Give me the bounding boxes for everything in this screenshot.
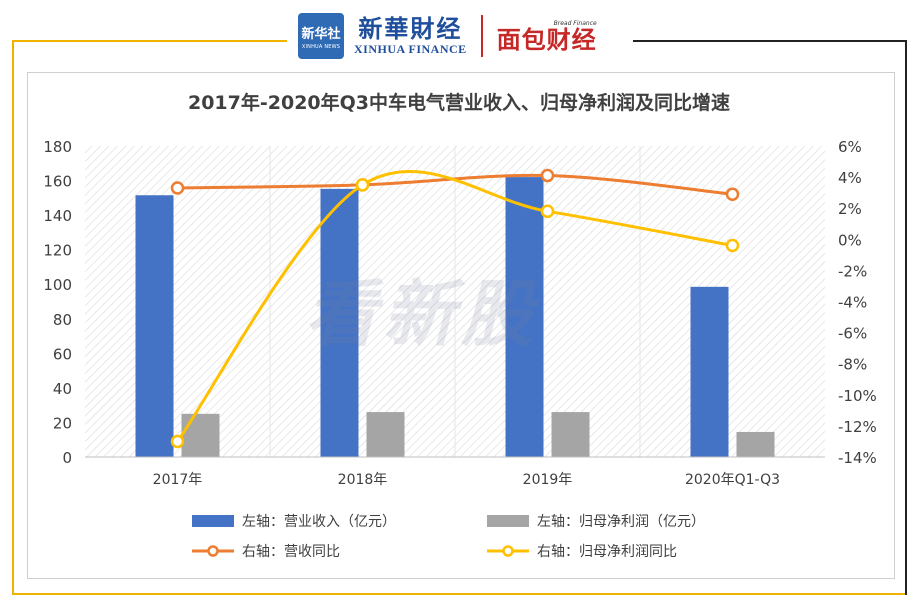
bf-small: Bread Finance	[553, 19, 597, 27]
bars-layer	[135, 177, 775, 458]
logo-divider	[480, 15, 483, 57]
legend-swatch-bar	[487, 515, 529, 527]
right-tick-label: -10%	[838, 387, 877, 405]
bar-revenue	[505, 177, 544, 457]
line-net-profit-yoy-point	[540, 204, 555, 219]
line-revenue-yoy-point	[725, 187, 740, 201]
legend-label: 左轴：营业收入（亿元）	[242, 514, 396, 530]
line-net-profit-yoy-point	[725, 238, 740, 253]
left-tick-label: 120	[43, 242, 72, 260]
chart-title: 2017年-2020年Q3中车电气营业收入、归母净利润及同比增速	[188, 91, 730, 114]
bread-finance-logo: Bread Finance 面包财经	[497, 20, 597, 53]
right-tick-label: 0%	[838, 231, 862, 249]
frame-bottom-line	[12, 593, 907, 595]
frame-left-line	[12, 40, 14, 595]
legend: 左轴：营业收入（亿元） 左轴：归母净利润（亿元） 右轴：营收同比 右轴：归母净利润同比	[192, 513, 705, 560]
xinhua-news-logo: 新华社 XINHUA NEWS	[298, 13, 344, 59]
left-tick-label: 180	[43, 138, 72, 156]
gridlines	[269, 146, 641, 457]
legend-swatch-bar	[192, 515, 234, 527]
right-tick-label: -12%	[838, 418, 877, 436]
frame-top-right-line	[633, 40, 907, 42]
x-tick-label: 2017年	[153, 472, 203, 488]
x-axis-ticks: 2017年 2018年 2019年 2020年Q1-Q3	[153, 472, 780, 488]
bar-net-profit	[736, 431, 775, 457]
right-tick-label: -6%	[838, 325, 867, 343]
bf-big: 面包财经	[496, 25, 597, 54]
right-tick-label: 2%	[838, 200, 862, 218]
right-tick-label: 4%	[838, 169, 862, 187]
logo-box-cn: 新华社	[301, 26, 341, 42]
line-net-profit-yoy-point	[170, 434, 185, 449]
legend-swatch-marker	[207, 545, 219, 557]
right-tick-label: -2%	[838, 262, 867, 280]
bar-net-profit	[181, 413, 220, 457]
left-tick-label: 100	[43, 276, 72, 294]
right-axis-ticks: -14% -12% -10% -8% -6% -4% -2% 0% 2% 4% 6%	[838, 138, 877, 467]
x-tick-label: 2019年	[523, 472, 573, 488]
line-net-profit-yoy-point	[355, 178, 370, 192]
line-revenue-yoy-point	[170, 181, 185, 195]
x-tick-label: 2018年	[338, 472, 388, 488]
right-tick-label: 6%	[838, 138, 862, 156]
bar-net-profit	[551, 412, 590, 457]
brand-cn: 新華財经	[358, 13, 463, 43]
right-tick-label: -4%	[838, 294, 867, 312]
left-tick-label: 80	[53, 311, 72, 329]
logo-box-en: XINHUA NEWS	[301, 43, 341, 50]
x-tick-label: 2020年Q1-Q3	[685, 472, 780, 488]
right-tick-label: -14%	[838, 449, 877, 467]
frame-top-left-line	[12, 40, 287, 42]
left-axis-ticks: 0 20 40 60 80 100 120 140 160 180	[43, 138, 72, 467]
legend-swatch-marker	[502, 545, 514, 557]
left-tick-label: 60	[53, 345, 72, 363]
left-tick-label: 20	[53, 414, 72, 432]
watermark: 看新股	[305, 272, 540, 356]
header-logos: 新华社 XINHUA NEWS 新華財经 XINHUA FINANCE Brea…	[298, 10, 597, 62]
left-tick-label: 140	[43, 207, 72, 225]
bar-net-profit	[366, 412, 405, 457]
frame-right-line	[905, 40, 907, 595]
right-tick-label: -8%	[838, 356, 867, 374]
lines-layer	[170, 168, 740, 449]
left-tick-label: 0	[62, 449, 72, 467]
brand-en: XINHUA FINANCE	[354, 41, 467, 56]
legend-label: 右轴：归母净利润同比	[537, 543, 677, 560]
legend-label: 左轴：归母净利润（亿元）	[537, 513, 705, 530]
legend-label: 右轴：营收同比	[242, 544, 340, 560]
line-net-profit-yoy	[176, 169, 733, 443]
line-revenue-yoy-point	[540, 168, 555, 183]
xinhua-finance-logo: 新華財经 XINHUA FINANCE	[354, 13, 467, 57]
left-tick-label: 160	[43, 173, 72, 191]
bar-revenue	[690, 286, 729, 457]
bar-revenue	[320, 188, 359, 458]
left-tick-label: 40	[53, 380, 72, 398]
bar-revenue	[135, 195, 174, 457]
